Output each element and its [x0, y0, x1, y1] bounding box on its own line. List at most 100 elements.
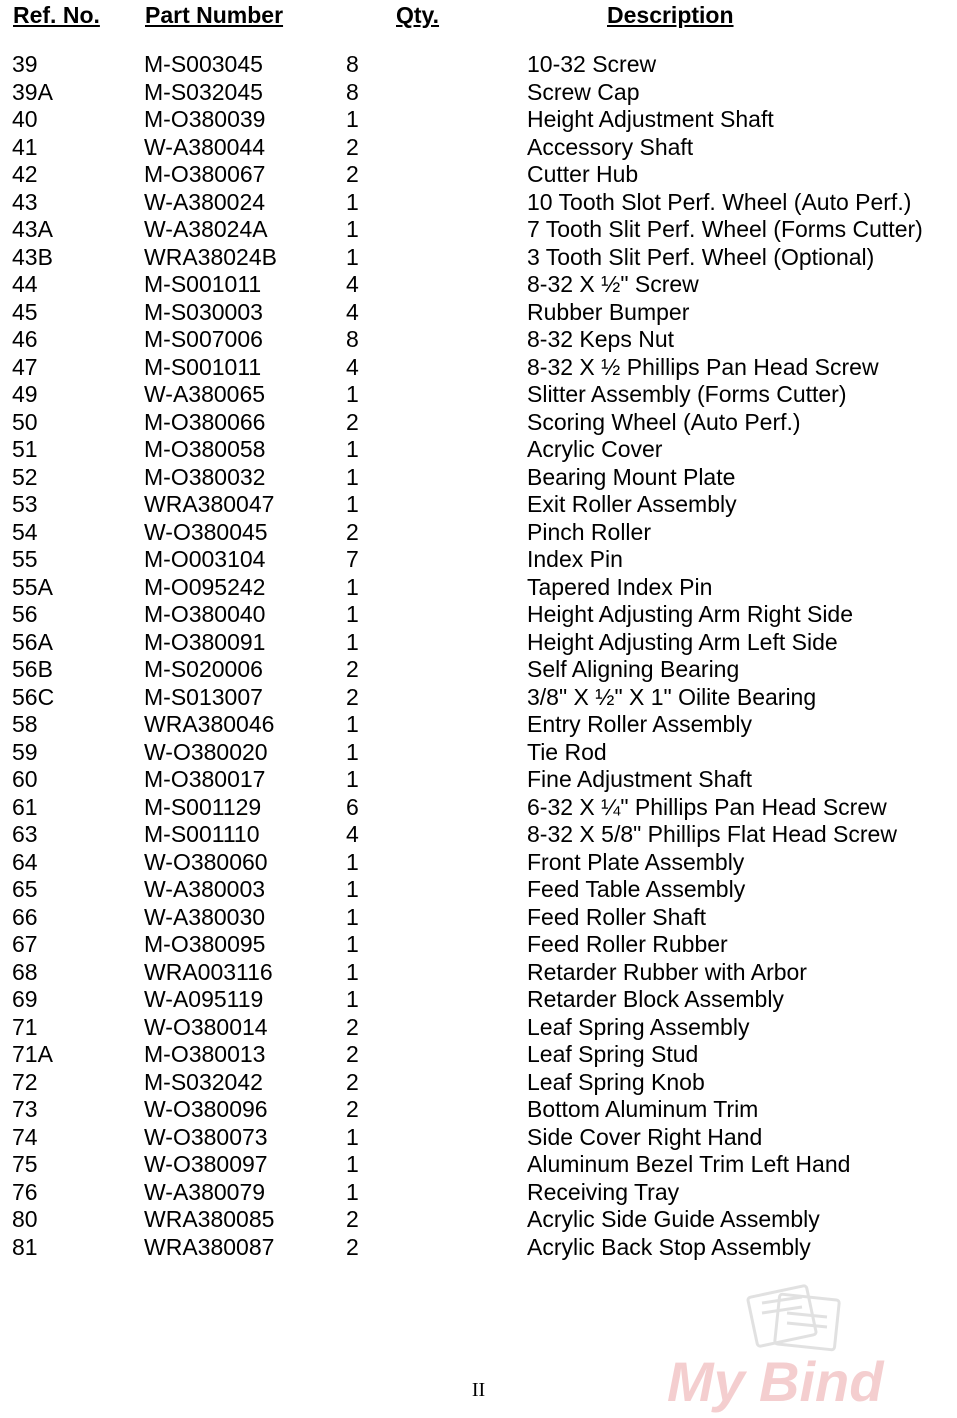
cell-part: M-O380066 [144, 409, 346, 437]
table-row: 42M-O3800672Cutter Hub [12, 161, 945, 189]
cell-qty: 2 [346, 1014, 527, 1042]
cell-part: M-S030003 [144, 299, 346, 327]
cell-part: W-O380020 [144, 739, 346, 767]
table-row: 81WRA3800872Acrylic Back Stop Assembly [12, 1234, 945, 1262]
cell-ref: 69 [12, 986, 144, 1014]
cell-desc: Acrylic Cover [527, 436, 945, 464]
table-row: 66W-A3800301Feed Roller Shaft [12, 904, 945, 932]
cell-desc: Rubber Bumper [527, 299, 945, 327]
cell-desc: Scoring Wheel (Auto Perf.) [527, 409, 945, 437]
cell-ref: 55 [12, 546, 144, 574]
cell-ref: 47 [12, 354, 144, 382]
cell-desc: Self Aligning Bearing [527, 656, 945, 684]
cell-desc: 10-32 Screw [527, 51, 945, 79]
cell-desc: 8-32 Keps Nut [527, 326, 945, 354]
cell-part: W-O380045 [144, 519, 346, 547]
table-row: 69W-A0951191Retarder Block Assembly [12, 986, 945, 1014]
table-row: 55M-O0031047Index Pin [12, 546, 945, 574]
cell-qty: 1 [346, 849, 527, 877]
table-row: 49W-A3800651Slitter Assembly (Forms Cutt… [12, 381, 945, 409]
cell-qty: 1 [346, 739, 527, 767]
cell-qty: 1 [346, 931, 527, 959]
cell-ref: 50 [12, 409, 144, 437]
header-ref: Ref. No. [12, 0, 144, 51]
table-row: 71AM-O3800132Leaf Spring Stud [12, 1041, 945, 1069]
table-row: 64W-O3800601Front Plate Assembly [12, 849, 945, 877]
cell-desc: Cutter Hub [527, 161, 945, 189]
cell-part: M-O380032 [144, 464, 346, 492]
cell-ref: 56A [12, 629, 144, 657]
header-qty: Qty. [346, 0, 527, 51]
cell-desc: Index Pin [527, 546, 945, 574]
cell-ref: 60 [12, 766, 144, 794]
cell-qty: 1 [346, 464, 527, 492]
table-row: 56M-O3800401Height Adjusting Arm Right S… [12, 601, 945, 629]
cell-desc: 6-32 X ¼" Phillips Pan Head Screw [527, 794, 945, 822]
cell-qty: 2 [346, 519, 527, 547]
cell-desc: 8-32 X 5/8" Phillips Flat Head Screw [527, 821, 945, 849]
table-body: 39M-S003045810-32 Screw39AM-S0320458Scre… [12, 51, 945, 1261]
cell-desc: Aluminum Bezel Trim Left Hand [527, 1151, 945, 1179]
cell-qty: 2 [346, 409, 527, 437]
cell-part: WRA380087 [144, 1234, 346, 1262]
cell-part: M-O380040 [144, 601, 346, 629]
cell-qty: 1 [346, 711, 527, 739]
cell-desc: Height Adjusting Arm Right Side [527, 601, 945, 629]
cell-part: M-O380058 [144, 436, 346, 464]
cell-qty: 6 [346, 794, 527, 822]
cell-part: W-A380065 [144, 381, 346, 409]
cell-qty: 4 [346, 821, 527, 849]
cell-desc: Height Adjustment Shaft [527, 106, 945, 134]
table-row: 39AM-S0320458Screw Cap [12, 79, 945, 107]
table-row: 76W-A3800791Receiving Tray [12, 1179, 945, 1207]
cell-desc: Side Cover Right Hand [527, 1124, 945, 1152]
cell-ref: 46 [12, 326, 144, 354]
cell-ref: 56B [12, 656, 144, 684]
cell-qty: 1 [346, 629, 527, 657]
table-row: 39M-S003045810-32 Screw [12, 51, 945, 79]
cell-ref: 64 [12, 849, 144, 877]
cell-qty: 1 [346, 766, 527, 794]
cell-qty: 2 [346, 161, 527, 189]
cell-ref: 39A [12, 79, 144, 107]
cell-part: W-A38024A [144, 216, 346, 244]
cell-ref: 51 [12, 436, 144, 464]
table-row: 44M-S00101148-32 X ½" Screw [12, 271, 945, 299]
cell-desc: Tie Rod [527, 739, 945, 767]
cell-ref: 59 [12, 739, 144, 767]
cell-qty: 1 [346, 601, 527, 629]
cell-ref: 39 [12, 51, 144, 79]
header-desc: Description [527, 0, 945, 51]
cell-ref: 40 [12, 106, 144, 134]
cell-ref: 52 [12, 464, 144, 492]
cell-desc: 3/8" X ½" X 1" Oilite Bearing [527, 684, 945, 712]
cell-desc: Feed Table Assembly [527, 876, 945, 904]
cell-qty: 4 [346, 299, 527, 327]
cell-qty: 1 [346, 986, 527, 1014]
cell-desc: Feed Roller Shaft [527, 904, 945, 932]
cell-ref: 53 [12, 491, 144, 519]
cell-part: M-O380067 [144, 161, 346, 189]
cell-desc: Pinch Roller [527, 519, 945, 547]
page-number: II [472, 1379, 485, 1401]
table-row: 63M-S00111048-32 X 5/8" Phillips Flat He… [12, 821, 945, 849]
cell-desc: Entry Roller Assembly [527, 711, 945, 739]
table-row: 65W-A3800031Feed Table Assembly [12, 876, 945, 904]
cell-part: M-O095242 [144, 574, 346, 602]
cell-desc: Retarder Block Assembly [527, 986, 945, 1014]
table-row: 41W-A3800442Accessory Shaft [12, 134, 945, 162]
cell-ref: 66 [12, 904, 144, 932]
table-row: 80WRA3800852Acrylic Side Guide Assembly [12, 1206, 945, 1234]
cell-desc: Exit Roller Assembly [527, 491, 945, 519]
table-row: 56CM-S01300723/8" X ½" X 1" Oilite Beari… [12, 684, 945, 712]
cell-part: WRA380046 [144, 711, 346, 739]
cell-qty: 1 [346, 106, 527, 134]
table-row: 72M-S0320422Leaf Spring Knob [12, 1069, 945, 1097]
cell-part: W-O380060 [144, 849, 346, 877]
cell-ref: 42 [12, 161, 144, 189]
cell-ref: 43B [12, 244, 144, 272]
cell-qty: 2 [346, 1069, 527, 1097]
cell-part: M-O380095 [144, 931, 346, 959]
cell-desc: Front Plate Assembly [527, 849, 945, 877]
table-row: 46M-S00700688-32 Keps Nut [12, 326, 945, 354]
